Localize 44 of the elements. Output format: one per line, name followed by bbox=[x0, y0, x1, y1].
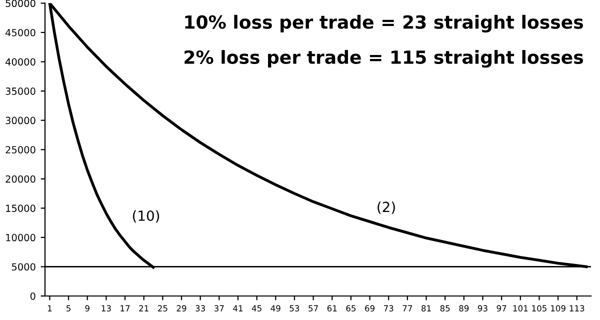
annotation: (10) bbox=[132, 210, 160, 223]
annotation: 10% loss per trade = 23 straight losses bbox=[185, 14, 584, 33]
annotation: 2% loss per trade = 115 straight losses bbox=[184, 50, 584, 68]
x-tick-label: 113 bbox=[570, 305, 584, 312]
x-tick-label: 73 bbox=[384, 305, 394, 312]
x-tick-label: 109 bbox=[551, 305, 566, 312]
y-tick-label: 10000 bbox=[6, 234, 36, 242]
x-tick-label: 25 bbox=[158, 305, 168, 312]
x-tick-label: 13 bbox=[102, 305, 111, 312]
x-tick-label: 61 bbox=[327, 305, 337, 312]
x-tick-label: 45 bbox=[252, 305, 262, 312]
x-tick-label: 93 bbox=[478, 305, 488, 312]
y-tick-label: 20000 bbox=[6, 175, 36, 183]
x-tick-label: 53 bbox=[290, 305, 300, 312]
x-tick-label: 105 bbox=[532, 305, 546, 312]
x-tick-label: 97 bbox=[496, 305, 506, 312]
x-tick-label: 1 bbox=[48, 305, 52, 312]
x-tick-label: 89 bbox=[459, 305, 469, 312]
x-tick-label: 17 bbox=[120, 305, 130, 312]
x-tick-label: 9 bbox=[85, 305, 90, 312]
x-tick-label: 33 bbox=[196, 305, 205, 312]
x-tick-label: 65 bbox=[346, 305, 356, 312]
x-tick-label: 41 bbox=[233, 305, 243, 312]
x-tick-label: 49 bbox=[270, 305, 280, 312]
x-tick-label: 57 bbox=[308, 305, 318, 312]
annotation: (2) bbox=[378, 201, 395, 214]
x-tick-label: 5 bbox=[66, 305, 70, 312]
x-tick-label: 69 bbox=[365, 305, 374, 312]
x-tick-label: 77 bbox=[402, 305, 412, 312]
x-tick-label: 101 bbox=[513, 305, 528, 312]
x-tick-label: 29 bbox=[176, 305, 186, 312]
y-tick-label: 50000 bbox=[6, 0, 36, 8]
y-tick-label: 30000 bbox=[6, 116, 36, 124]
x-tick-label: 85 bbox=[440, 305, 450, 312]
y-tick-label: 5000 bbox=[12, 263, 36, 271]
y-tick-label: 45000 bbox=[6, 28, 36, 36]
x-tick-label: 21 bbox=[139, 305, 148, 312]
y-tick-label: 40000 bbox=[6, 58, 36, 66]
y-tick-label: 15000 bbox=[6, 204, 36, 212]
x-tick-label: 81 bbox=[422, 305, 431, 312]
y-tick-label: 35000 bbox=[6, 88, 36, 95]
x-tick-label: 37 bbox=[214, 305, 224, 312]
y-tick-label: 25000 bbox=[6, 146, 36, 154]
y-tick-label: 0 bbox=[30, 292, 36, 300]
